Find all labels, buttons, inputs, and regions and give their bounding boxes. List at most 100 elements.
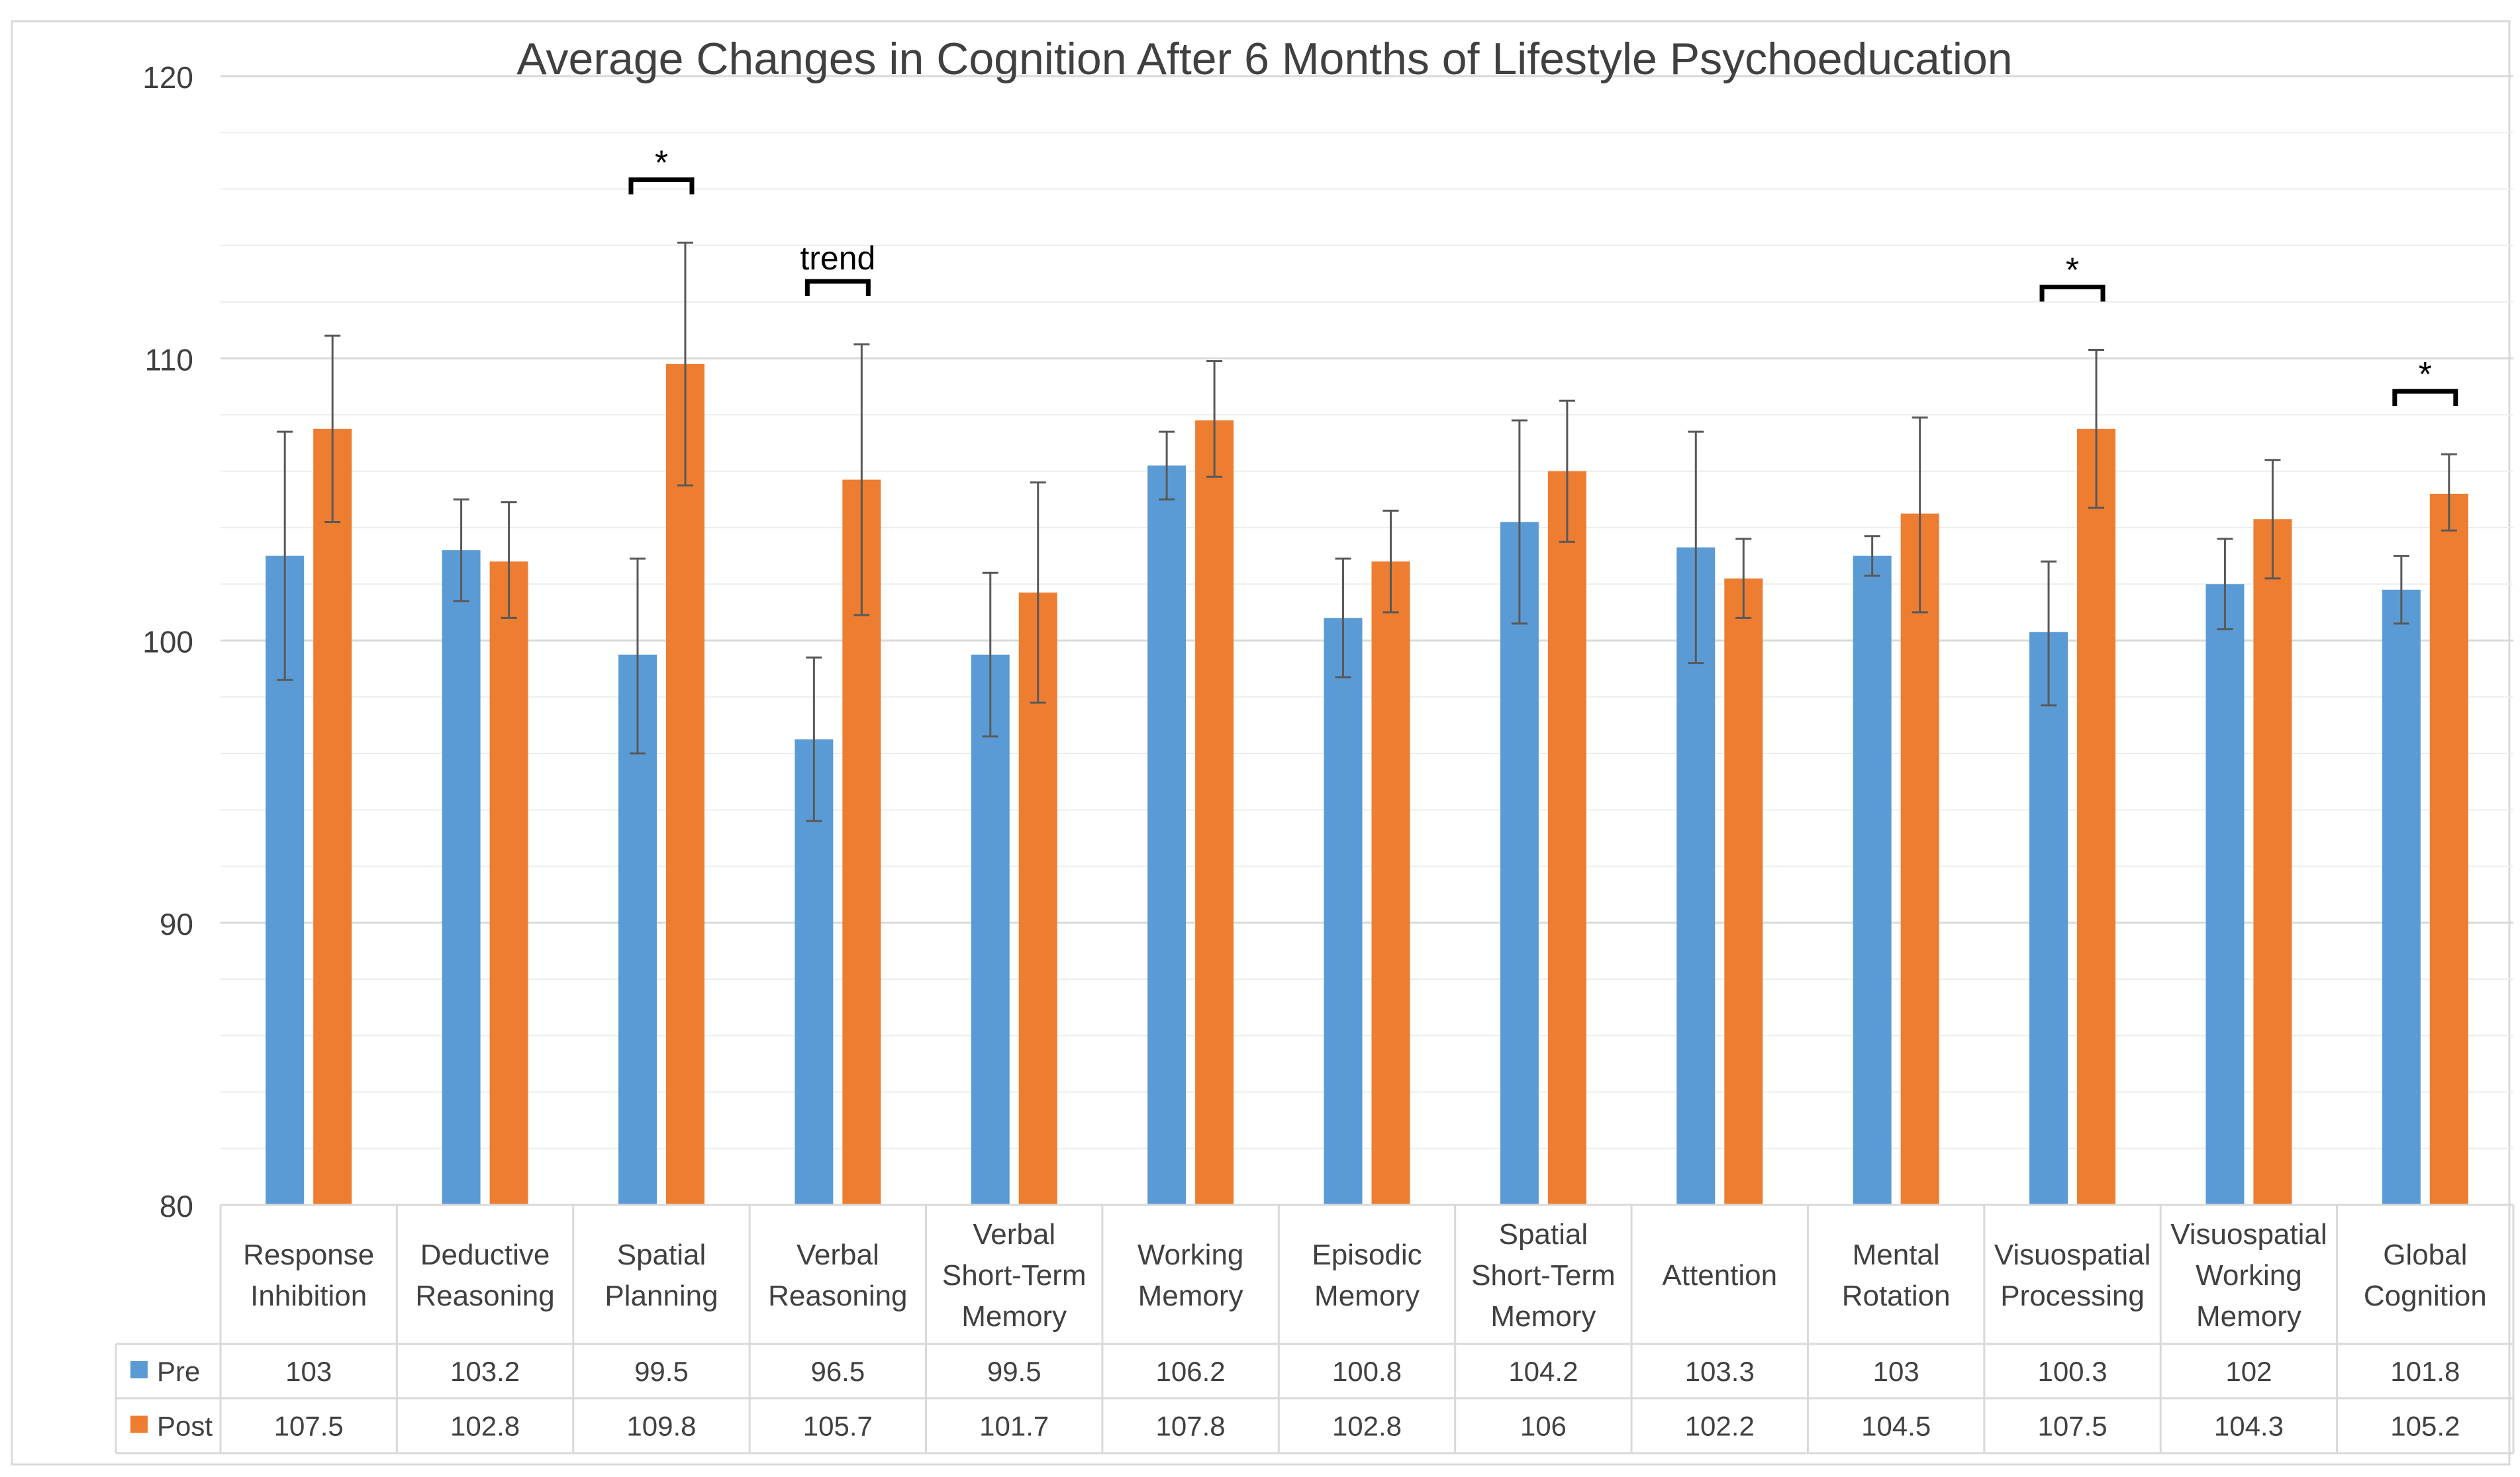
bar-post bbox=[1371, 561, 1410, 1205]
x-category-label: Visuospatial bbox=[1994, 1239, 2151, 1271]
data-label: 102 bbox=[2225, 1356, 2272, 1387]
x-category-label: Episodic bbox=[1312, 1239, 1422, 1271]
significance-bracket bbox=[2039, 284, 2106, 302]
y-axis: 80 90 100 110 120 bbox=[142, 60, 193, 1223]
legend-label-post: Post bbox=[157, 1411, 213, 1442]
data-label: 101.8 bbox=[2390, 1356, 2460, 1387]
data-label: 102.8 bbox=[450, 1411, 520, 1442]
x-category-label: Verbal bbox=[797, 1239, 879, 1271]
x-category-label: Attention bbox=[1662, 1259, 1777, 1292]
data-label: 106.2 bbox=[1156, 1356, 1226, 1387]
bar-post bbox=[489, 561, 528, 1205]
x-category-label: Reasoning bbox=[768, 1280, 907, 1312]
legend-label-pre: Pre bbox=[157, 1356, 200, 1387]
data-label: 105.7 bbox=[803, 1411, 873, 1442]
data-label: 107.5 bbox=[274, 1411, 344, 1442]
x-category-label: Memory bbox=[1490, 1300, 1596, 1333]
x-category-label: Memory bbox=[2196, 1300, 2302, 1333]
data-label: 106 bbox=[1520, 1411, 1567, 1442]
bar-post bbox=[1900, 513, 1939, 1205]
chart-title: Average Changes in Cognition After 6 Mon… bbox=[516, 34, 2012, 84]
data-label: 104.3 bbox=[2214, 1411, 2284, 1442]
x-category-label: Verbal bbox=[973, 1218, 1055, 1251]
error-bars bbox=[277, 241, 2457, 822]
bar-post bbox=[1724, 578, 1763, 1205]
x-category-label: Spatial bbox=[617, 1239, 706, 1271]
bar-pre bbox=[1147, 465, 1187, 1205]
data-label: 103.3 bbox=[1685, 1356, 1755, 1387]
bars bbox=[266, 363, 2468, 1205]
data-label: 100.8 bbox=[1332, 1356, 1402, 1387]
bar-pre bbox=[2029, 632, 2068, 1205]
x-category-label: Response bbox=[243, 1239, 374, 1271]
x-category-label: Spatial bbox=[1499, 1218, 1588, 1251]
significance-star: * bbox=[655, 144, 668, 182]
data-label: 104.5 bbox=[1861, 1411, 1931, 1442]
data-label: 102.8 bbox=[1332, 1411, 1402, 1442]
bar-post bbox=[2253, 519, 2292, 1205]
bar-pre bbox=[2382, 589, 2421, 1205]
significance-star: * bbox=[2419, 356, 2432, 394]
bar-post bbox=[1195, 420, 1234, 1205]
bar-pre bbox=[2205, 584, 2245, 1205]
significance-annotations: * trend * * bbox=[628, 144, 2458, 406]
y-tick-label: 100 bbox=[142, 625, 193, 659]
data-label: 99.5 bbox=[634, 1356, 689, 1387]
gridlines bbox=[220, 75, 2513, 1149]
significance-bracket bbox=[804, 279, 871, 296]
data-label: 109.8 bbox=[626, 1411, 696, 1442]
x-category-label: Inhibition bbox=[250, 1280, 367, 1312]
data-label: 107.5 bbox=[2037, 1411, 2107, 1442]
x-category-label: Memory bbox=[1314, 1280, 1420, 1312]
bar-post bbox=[1547, 471, 1586, 1205]
trend-label: trend bbox=[800, 240, 875, 277]
bar-pre bbox=[1500, 522, 1539, 1205]
x-category-label: Short-Term bbox=[1471, 1259, 1616, 1292]
bar-post bbox=[313, 428, 352, 1205]
legend-key-pre bbox=[130, 1361, 148, 1378]
y-tick-label: 120 bbox=[142, 60, 193, 95]
legend-key-post bbox=[130, 1415, 148, 1433]
significance-bracket bbox=[2392, 389, 2458, 406]
data-label: 96.5 bbox=[810, 1356, 865, 1387]
data-label: 105.2 bbox=[2390, 1411, 2460, 1442]
x-category-label: Global bbox=[2383, 1239, 2467, 1271]
x-category-label: Working bbox=[1138, 1239, 1244, 1271]
chart-frame bbox=[11, 20, 2511, 1466]
bar-pre bbox=[1324, 618, 1363, 1205]
bar-pre bbox=[442, 550, 481, 1205]
data-label: 102.2 bbox=[1685, 1411, 1755, 1442]
x-category-label: Reasoning bbox=[415, 1280, 554, 1312]
x-category-label: Deductive bbox=[420, 1239, 550, 1271]
data-label: 101.7 bbox=[979, 1411, 1049, 1442]
x-category-label: Short-Term bbox=[942, 1259, 1087, 1292]
data-table: Response Inhibition Deductive Reasoning Spat… bbox=[115, 1204, 2515, 1454]
data-label: 103 bbox=[285, 1356, 332, 1387]
x-category-label: Working bbox=[2196, 1259, 2302, 1292]
x-category-label: Memory bbox=[1138, 1280, 1243, 1312]
data-label: 100.3 bbox=[2037, 1356, 2107, 1387]
x-category-label: Processing bbox=[2000, 1280, 2145, 1312]
bar-pre bbox=[1853, 555, 1892, 1205]
x-category-label: Visuospatial bbox=[2170, 1218, 2327, 1251]
bar-pre bbox=[971, 654, 1010, 1205]
data-label: 99.5 bbox=[987, 1356, 1042, 1387]
y-tick-label: 110 bbox=[145, 342, 193, 377]
data-label: 103 bbox=[1873, 1356, 1919, 1387]
y-tick-label: 80 bbox=[160, 1189, 193, 1223]
x-category-label: Memory bbox=[961, 1300, 1067, 1333]
bar-post bbox=[2429, 493, 2468, 1205]
significance-star: * bbox=[2066, 251, 2079, 289]
x-category-label: Cognition bbox=[2364, 1280, 2487, 1312]
x-category-label: Planning bbox=[605, 1280, 718, 1312]
significance-bracket bbox=[628, 177, 695, 195]
bar-post bbox=[2077, 428, 2116, 1205]
data-label: 104.2 bbox=[1508, 1356, 1578, 1387]
y-tick-label: 90 bbox=[160, 907, 193, 941]
data-label: 103.2 bbox=[450, 1356, 520, 1387]
data-label: 107.8 bbox=[1156, 1411, 1226, 1442]
x-category-label: Mental bbox=[1853, 1239, 1940, 1271]
x-category-label: Rotation bbox=[1842, 1280, 1951, 1312]
